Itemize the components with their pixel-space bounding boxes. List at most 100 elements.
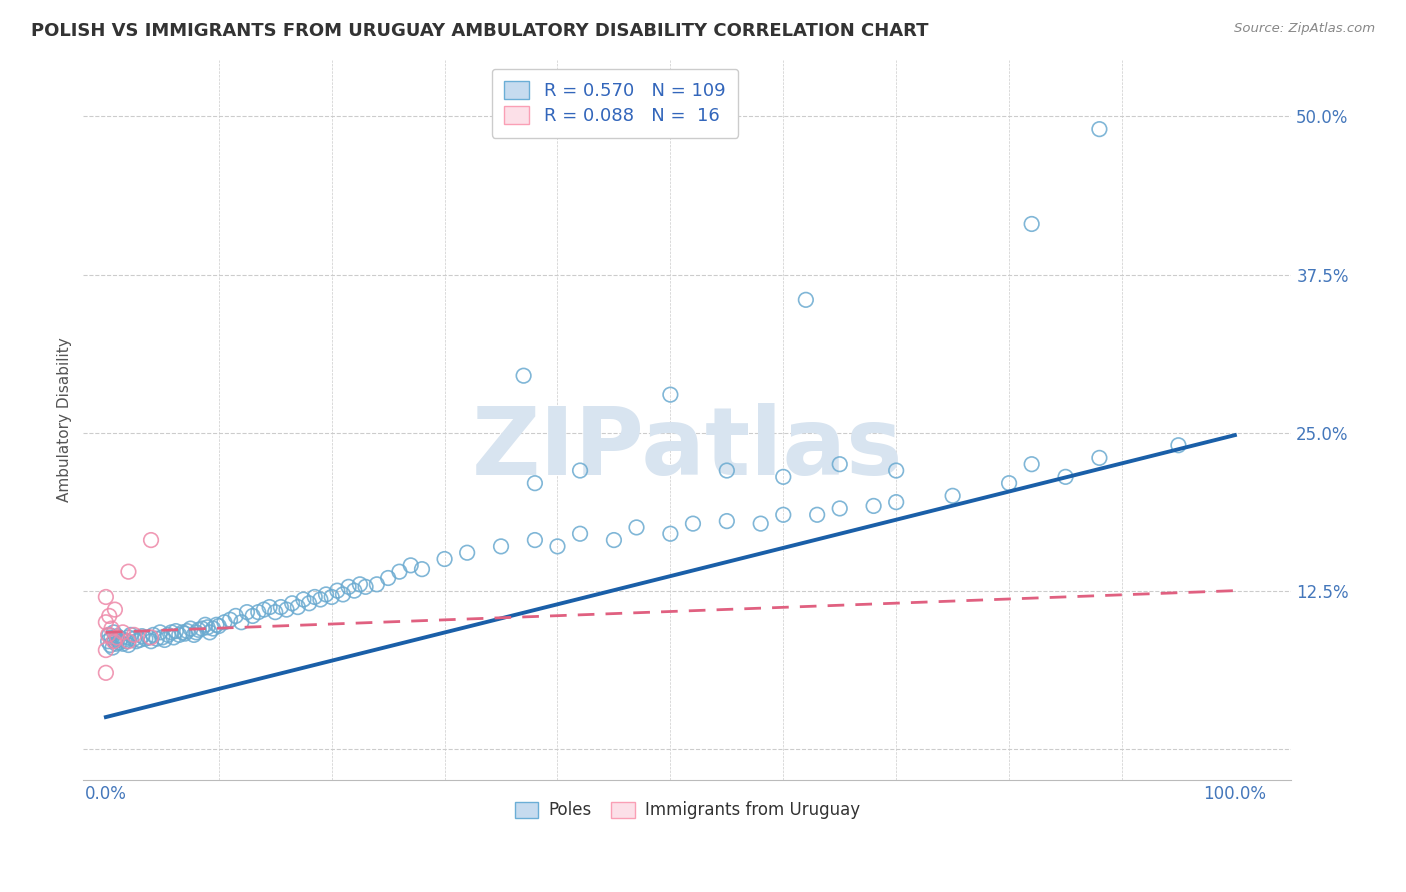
Point (659, 526, 682, 541)
Point (103, 634, 125, 648)
Text: POLISH VS IMMIGRANTS FROM URUGUAY AMBULATORY DISABILITY CORRELATION CHART: POLISH VS IMMIGRANTS FROM URUGUAY AMBULA… (31, 22, 928, 40)
Point (569, 526, 592, 541)
Point (411, 562, 433, 576)
Point (98, 609, 121, 624)
Point (122, 632, 145, 646)
Point (626, 520, 648, 534)
Point (139, 634, 162, 648)
Point (806, 508, 828, 522)
Point (104, 602, 127, 616)
Point (111, 637, 134, 651)
Point (101, 640, 124, 655)
Point (165, 624, 187, 639)
Point (120, 628, 142, 642)
Point (183, 628, 205, 642)
Point (292, 592, 315, 607)
Point (134, 632, 156, 646)
Point (208, 619, 231, 633)
Text: Source: ZipAtlas.com: Source: ZipAtlas.com (1234, 22, 1375, 36)
Point (117, 565, 139, 579)
Point (512, 368, 534, 383)
Point (264, 605, 287, 619)
Point (942, 489, 965, 503)
Point (149, 625, 172, 640)
Point (98, 628, 121, 642)
Point (125, 634, 148, 648)
Point (603, 533, 626, 547)
Point (326, 583, 349, 598)
Point (332, 587, 354, 601)
Point (1088, 450, 1111, 465)
Point (160, 625, 183, 640)
Point (194, 617, 217, 632)
Point (309, 592, 332, 607)
Point (321, 590, 343, 604)
Point (115, 634, 138, 648)
Point (337, 580, 360, 594)
Point (138, 631, 160, 645)
Point (569, 463, 592, 477)
Point (794, 293, 817, 307)
Point (399, 558, 422, 573)
Point (117, 631, 139, 645)
Point (998, 476, 1021, 491)
Point (772, 508, 794, 522)
Point (128, 632, 150, 647)
Point (186, 625, 208, 640)
Point (1088, 122, 1111, 136)
Point (523, 476, 546, 491)
Point (828, 457, 851, 471)
Legend: Poles, Immigrants from Uruguay: Poles, Immigrants from Uruguay (508, 795, 866, 826)
Point (108, 635, 131, 649)
Point (772, 470, 794, 484)
Text: ZIPatlas: ZIPatlas (471, 403, 903, 495)
Point (343, 583, 366, 598)
Point (142, 628, 165, 642)
Point (139, 631, 162, 645)
Point (231, 615, 253, 630)
Point (433, 552, 456, 566)
Point (884, 495, 907, 509)
Point (259, 600, 281, 615)
Point (117, 638, 139, 652)
Point (298, 596, 321, 610)
Point (1167, 438, 1189, 452)
Point (253, 602, 276, 616)
Point (242, 609, 264, 624)
Point (523, 533, 546, 547)
Point (100, 622, 122, 636)
Point (225, 609, 247, 624)
Point (105, 631, 128, 645)
Point (104, 634, 127, 648)
Point (205, 617, 228, 632)
Point (315, 587, 337, 601)
Point (198, 625, 221, 640)
Point (180, 622, 202, 636)
Point (97, 634, 120, 648)
Point (100, 631, 122, 645)
Point (176, 624, 198, 639)
Point (187, 623, 209, 637)
Point (304, 590, 326, 604)
Point (145, 632, 167, 646)
Point (456, 546, 478, 560)
Point (214, 615, 236, 630)
Point (270, 600, 292, 615)
Point (716, 514, 738, 528)
Point (354, 580, 377, 594)
Point (236, 605, 259, 619)
Point (749, 516, 772, 531)
Point (111, 625, 134, 640)
Point (202, 622, 225, 636)
Point (156, 628, 179, 642)
Point (366, 577, 388, 591)
Point (349, 577, 371, 591)
Point (884, 463, 907, 477)
Point (117, 634, 139, 648)
Point (191, 622, 214, 636)
Point (94, 590, 117, 604)
Point (1054, 470, 1077, 484)
Point (247, 605, 270, 619)
Point (659, 387, 682, 401)
Point (1021, 217, 1043, 231)
